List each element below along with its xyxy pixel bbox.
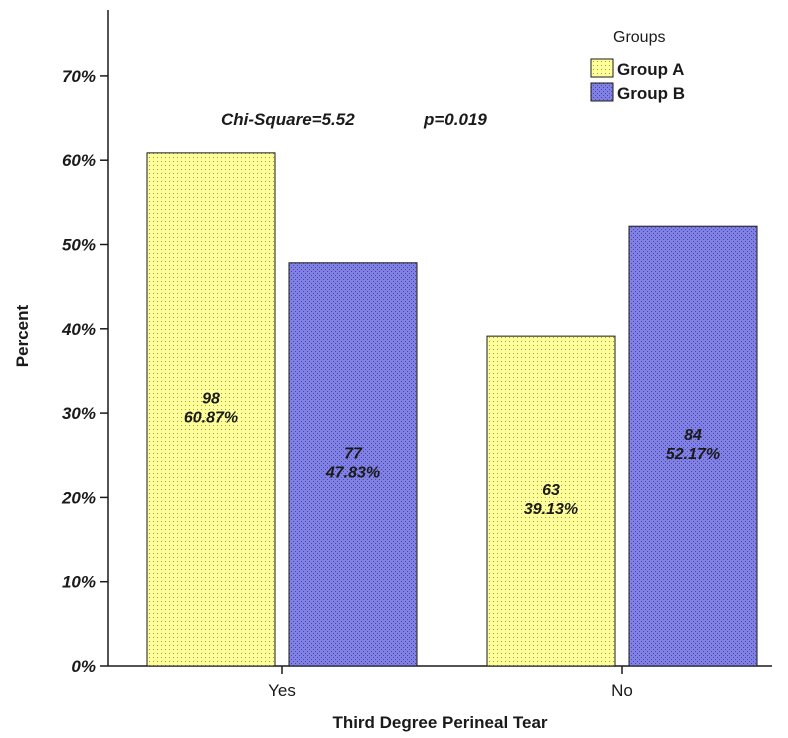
bar-group-a-yes — [146, 152, 276, 667]
x-axis-title: Third Degree Perineal Tear — [332, 713, 547, 732]
y-tick-label: 50% — [62, 236, 96, 255]
bar-percent-label: 39.13% — [524, 501, 578, 518]
x-tick-label: Yes — [268, 681, 296, 700]
legend: Groups Group A Group B — [590, 29, 685, 103]
bar-group-b-no — [628, 225, 758, 667]
legend-label-group-a: Group A — [617, 60, 684, 79]
y-tick-label: 30% — [62, 404, 96, 423]
bar-count-label: 77 — [344, 445, 363, 462]
y-tick-label: 70% — [62, 67, 96, 86]
y-tick-label: 40% — [61, 320, 96, 339]
y-axis-ticks: 0% 10% 20% 30% 40% 50% 60% 70% — [61, 67, 108, 676]
bar-percent-label: 52.17% — [666, 446, 720, 463]
bar-percent-label: 47.83% — [325, 464, 380, 481]
legend-swatch-group-a — [590, 58, 614, 78]
bars: 98 60.87% 77 47.83% 63 39.13% 84 52.17% — [146, 152, 758, 667]
legend-label-group-b: Group B — [617, 84, 685, 103]
bar-count-label: 84 — [684, 427, 702, 444]
bar-count-label: 98 — [202, 390, 220, 407]
chi-square-annotation: Chi-Square=5.52 — [221, 110, 355, 129]
x-tick-label: No — [611, 681, 633, 700]
bar-count-label: 63 — [542, 482, 560, 499]
legend-swatch-group-b — [590, 82, 614, 102]
bar-group-a-no — [486, 335, 616, 667]
legend-title: Groups — [613, 29, 665, 46]
p-value-annotation: p=0.019 — [423, 110, 487, 129]
y-tick-label: 10% — [62, 573, 96, 592]
y-tick-label: 20% — [61, 488, 96, 507]
x-axis-categories: Yes No — [268, 666, 633, 700]
bar-group-b-yes — [288, 262, 418, 667]
y-axis-title: Percent — [13, 304, 32, 367]
y-tick-label: 0% — [71, 657, 96, 676]
y-tick-label: 60% — [62, 151, 96, 170]
bar-percent-label: 60.87% — [184, 409, 238, 426]
